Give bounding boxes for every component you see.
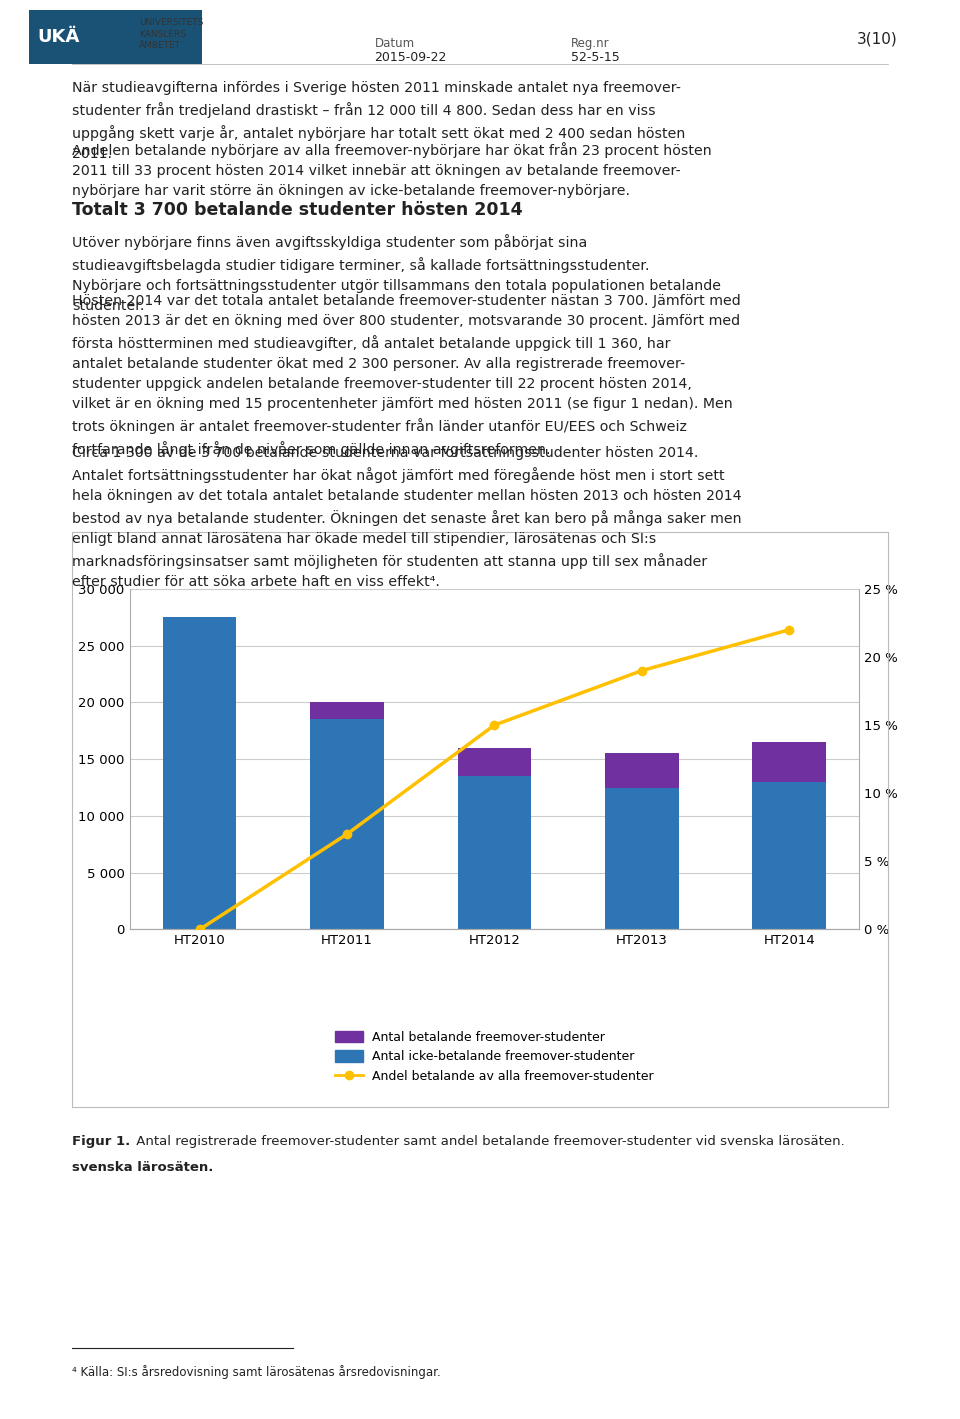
Bar [310, 719, 384, 929]
Text: Figur 1.: Figur 1. [72, 1135, 131, 1148]
Bar [458, 748, 531, 776]
Text: Totalt 3 700 betalande studenter hösten 2014: Totalt 3 700 betalande studenter hösten … [72, 201, 522, 220]
Text: När studieavgifterna infördes i Sverige hösten 2011 minskade antalet nya freemov: När studieavgifterna infördes i Sverige … [72, 81, 685, 162]
Text: UNIVERSITETS
KANSLERS
ÄMBETET: UNIVERSITETS KANSLERS ÄMBETET [139, 18, 204, 50]
Text: UKÄ: UKÄ [37, 28, 80, 45]
Bar [605, 753, 679, 788]
Text: 3(10): 3(10) [857, 31, 898, 47]
Text: Circa 1 300 av de 3 700 betalande studenterna var fortsättningsstudenter hösten : Circa 1 300 av de 3 700 betalande studen… [72, 446, 742, 589]
Text: ⁴ Källa: SI:s årsredovisning samt lärosätenas årsredovisningar.: ⁴ Källa: SI:s årsredovisning samt lärosä… [72, 1365, 441, 1379]
Text: 52-5-15: 52-5-15 [571, 51, 620, 64]
Text: Andelen betalande nybörjare av alla freemover-nybörjare har ökat från 23 procent: Andelen betalande nybörjare av alla free… [72, 142, 711, 199]
Text: svenska lärosäten.: svenska lärosäten. [72, 1161, 213, 1174]
Text: Reg.nr: Reg.nr [571, 37, 610, 50]
Bar [310, 702, 384, 719]
Text: 2015-09-22: 2015-09-22 [374, 51, 446, 64]
Text: Hösten 2014 var det totala antalet betalande freemover-studenter nästan 3 700. J: Hösten 2014 var det totala antalet betal… [72, 294, 741, 457]
Bar [753, 742, 826, 782]
Bar [163, 617, 236, 929]
Bar [753, 782, 826, 929]
Text: Utöver nybörjare finns även avgiftsskyldiga studenter som påbörjat sina
studieav: Utöver nybörjare finns även avgiftsskyld… [72, 234, 721, 314]
Bar [458, 776, 531, 929]
Text: Datum: Datum [374, 37, 415, 50]
Legend: Antal betalande freemover-studenter, Antal icke-betalande freemover-studenter, A: Antal betalande freemover-studenter, Ant… [335, 1032, 654, 1083]
Text: Antal registrerade freemover-studenter samt andel betalande freemover-studenter : Antal registrerade freemover-studenter s… [132, 1135, 845, 1148]
Bar [605, 788, 679, 929]
